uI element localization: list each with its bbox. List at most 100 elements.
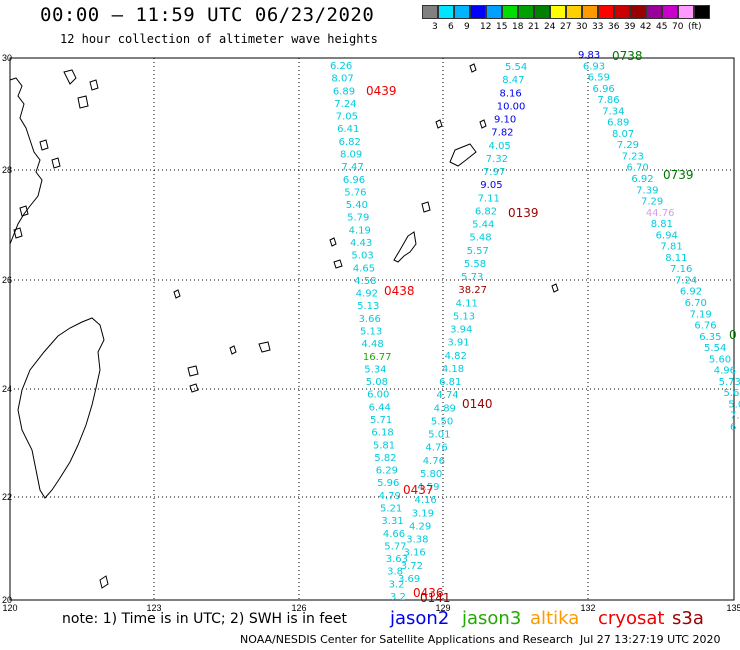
color-scale-label: 6 xyxy=(448,22,454,32)
color-scale-label: (ft) xyxy=(688,22,702,32)
wave-height-value: 5.08 xyxy=(366,377,388,388)
wave-height-value: 7.23 xyxy=(622,151,644,162)
legend-cryosat: cryosat xyxy=(598,608,665,629)
wave-height-value: 5.81 xyxy=(373,440,395,451)
wave-height-value: 5.76 xyxy=(344,187,366,198)
pass-time-label: 0436 xyxy=(413,586,444,600)
wave-height-value: 7.24 xyxy=(675,275,697,286)
color-scale-label: 9 xyxy=(464,22,470,32)
wave-height-value: 10.00 xyxy=(497,101,526,112)
color-scale-swatch xyxy=(678,5,694,19)
wave-height-value: 6.70 xyxy=(685,298,707,309)
wave-height-value: 6.82 xyxy=(339,137,361,148)
latitude-label: 26 xyxy=(2,275,12,285)
wave-height-value: 3.63 xyxy=(386,554,408,565)
wave-height-value: 6.41 xyxy=(337,124,359,135)
wave-height-value: 5.96 xyxy=(377,478,399,489)
wave-height-value: 7.81 xyxy=(660,242,682,253)
wave-height-value: 6.89 xyxy=(607,118,629,129)
wave-height-value: 7.29 xyxy=(641,197,663,208)
color-scale-label: 30 xyxy=(576,22,588,32)
legend-jason2: jason2 xyxy=(390,608,450,629)
color-scale-swatch xyxy=(614,5,630,19)
latitude-label: 24 xyxy=(2,384,12,394)
color-scale-bar xyxy=(422,5,710,19)
color-scale-swatch xyxy=(438,5,454,19)
okinawa-island xyxy=(393,231,417,263)
wave-height-value: 5.21 xyxy=(380,504,402,515)
wave-height-value: 6.96 xyxy=(593,84,615,95)
wave-height-value: 6.92 xyxy=(680,287,702,298)
wave-height-value: 4.92 xyxy=(356,289,378,300)
wave-height-value: 5.40 xyxy=(346,200,368,211)
wave-height-value: 7.16 xyxy=(670,264,692,275)
wave-height-value: 8.09 xyxy=(340,150,362,161)
wave-height-value: 7.24 xyxy=(334,99,356,110)
wave-height-value: 8.07 xyxy=(331,74,353,85)
wave-height-value: 5.50 xyxy=(431,416,453,427)
wave-height-value: 6.26 xyxy=(330,61,352,72)
wave-height-value: 6 xyxy=(730,422,736,433)
wave-height-value: 7.19 xyxy=(690,309,712,320)
wave-height-value: 6.81 xyxy=(439,377,461,388)
longitude-label: 135 xyxy=(726,603,740,613)
wave-height-value: 5.77 xyxy=(384,541,406,552)
generated-timestamp: Jul 27 13:27:19 UTC 2020 xyxy=(580,633,721,646)
wave-height-value: 3.31 xyxy=(381,516,403,527)
latitude-label: 20 xyxy=(2,595,12,605)
wave-height-value: 7.11 xyxy=(478,193,500,204)
color-scale-swatch xyxy=(662,5,678,19)
legend-s3a: s3a xyxy=(672,608,704,629)
ryukyu-islets xyxy=(99,63,559,589)
longitude-label: 120 xyxy=(2,603,17,613)
color-scale-label: 3 xyxy=(432,22,438,32)
color-scale-label: 12 xyxy=(480,22,492,32)
color-scale-swatch xyxy=(518,5,534,19)
color-scale-swatch xyxy=(566,5,582,19)
color-scale-label: 70 xyxy=(672,22,684,32)
wave-height-value: 5.57 xyxy=(467,246,489,257)
color-scale-label: 21 xyxy=(528,22,540,32)
wave-height-value: 8.47 xyxy=(502,75,524,86)
wave-height-value: 3.8 xyxy=(387,567,403,578)
wave-height-value: 6.93 xyxy=(583,61,605,72)
latitude-label: 30 xyxy=(2,53,12,63)
amami-island xyxy=(449,143,477,167)
china-islands xyxy=(13,69,99,239)
legend-altika: altika xyxy=(530,608,580,629)
wave-height-value: 3.66 xyxy=(359,314,381,325)
wave-height-value: 6.92 xyxy=(631,174,653,185)
wave-height-value: 5.03 xyxy=(351,251,373,262)
map-subtitle: 12 hour collection of altimeter wave hei… xyxy=(60,32,378,46)
wave-height-value: 9.83 xyxy=(578,50,600,61)
wave-height-value: 3.72 xyxy=(401,561,423,572)
wave-height-value: 4.43 xyxy=(350,238,372,249)
wave-height-value: 5.60 xyxy=(709,354,731,365)
latitude-label: 22 xyxy=(2,492,12,502)
wave-height-value: 3.69 xyxy=(398,574,420,585)
wave-height-value: 4.66 xyxy=(383,529,405,540)
china-coastline xyxy=(9,77,43,245)
wave-height-value: 7.34 xyxy=(602,106,624,117)
wave-height-value: 5.01 xyxy=(428,430,450,441)
wave-height-value: 6.59 xyxy=(588,73,610,84)
wave-height-value: 6.29 xyxy=(376,466,398,477)
wave-height-value: 4.16 xyxy=(414,495,436,506)
pass-time-label: 0438 xyxy=(384,284,415,298)
pass-time-label: 0141 xyxy=(420,591,451,605)
color-scale-label: 18 xyxy=(512,22,524,32)
pass-time-label: 0437 xyxy=(403,483,434,497)
wave-height-value: 4.79 xyxy=(379,491,401,502)
wave-height-value: 4.48 xyxy=(361,339,383,350)
wave-height-value: 8.07 xyxy=(612,129,634,140)
wave-height-value: 3.19 xyxy=(412,508,434,519)
wave-height-value: 44.76 xyxy=(646,208,675,219)
wave-height-value: 4.76 xyxy=(423,456,445,467)
wave-height-value: 5.44 xyxy=(472,220,494,231)
latitude-label: 28 xyxy=(2,165,12,175)
wave-height-value: 4.05 xyxy=(489,141,511,152)
wave-height-value: 6.00 xyxy=(367,390,389,401)
wave-height-value: 5.73 xyxy=(461,272,483,283)
wave-height-value: 4.58 xyxy=(354,276,376,287)
wave-height-value: 5.71 xyxy=(370,415,392,426)
